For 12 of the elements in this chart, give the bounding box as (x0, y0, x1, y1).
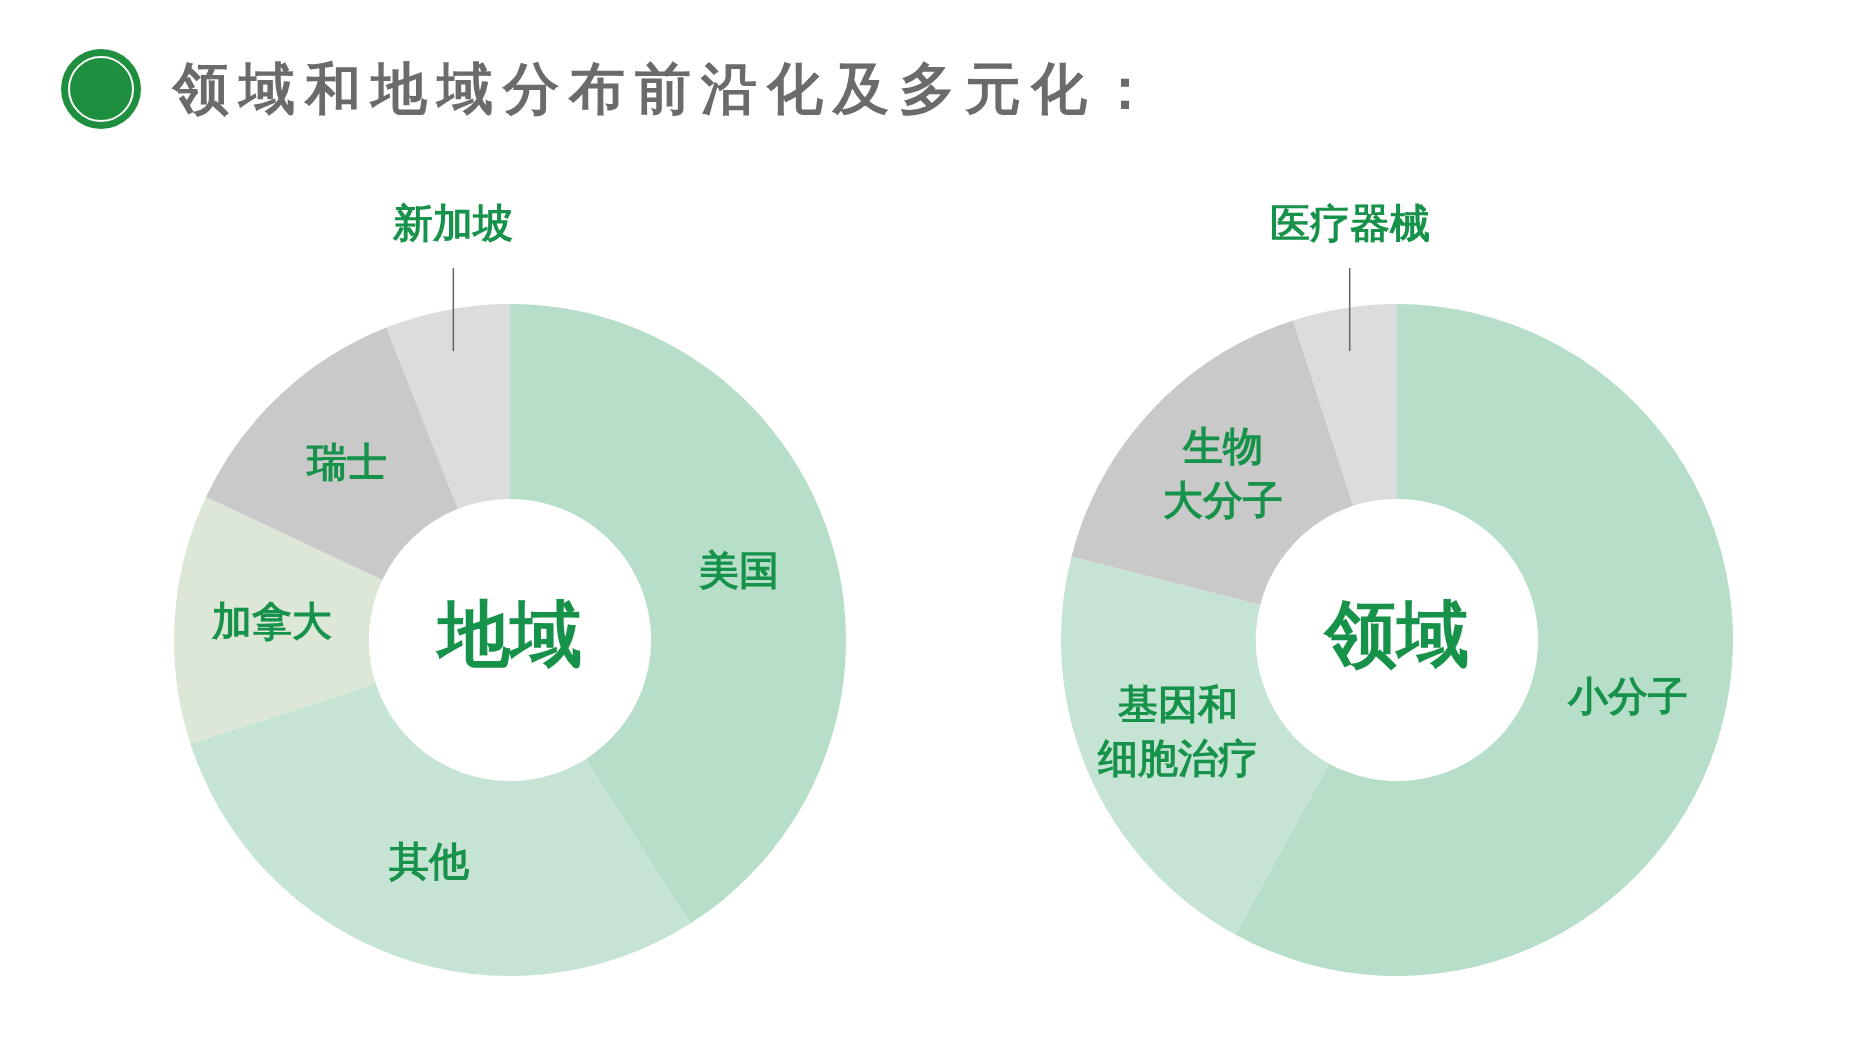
text: 领域 (1322, 591, 1469, 676)
slice-label: 医疗器械 (1269, 200, 1430, 247)
slice-label: 瑞士 (304, 439, 387, 486)
slice-label: 小分子 (1567, 672, 1689, 719)
text: 地域 (435, 591, 582, 676)
slice-label: 美国 (698, 546, 780, 593)
slice-label: 生物大分子 (1163, 423, 1284, 524)
slice-label: 基因和细胞治疗 (1097, 681, 1259, 782)
slice-label: 其他 (388, 837, 471, 884)
text: 领域和地域分布前沿化及多元化： (173, 56, 1163, 122)
slice-label: 加拿大 (210, 598, 332, 645)
slice-label: 新加坡 (392, 200, 514, 247)
